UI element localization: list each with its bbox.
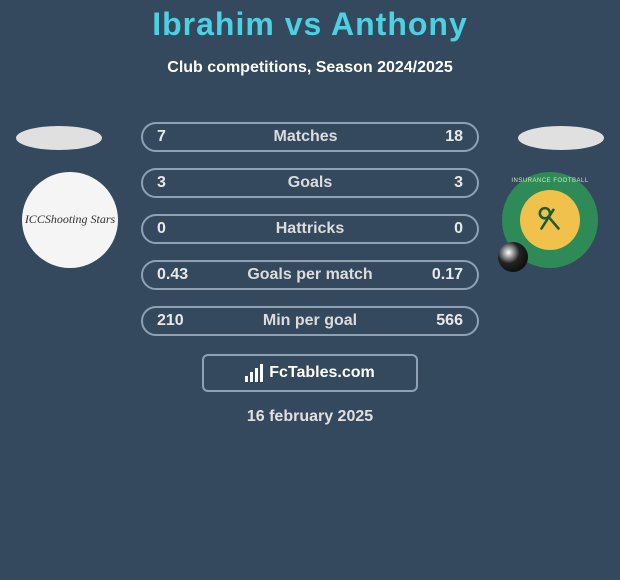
stat-left-value: 0 xyxy=(157,220,166,238)
subtitle: Club competitions, Season 2024/2025 xyxy=(0,59,620,77)
club-badge-right-outer: INSURANCE FOOTBALL xyxy=(502,172,598,268)
stat-label: Goals xyxy=(288,174,332,192)
club-badge-right: INSURANCE FOOTBALL xyxy=(502,172,598,268)
stat-right-value: 0.17 xyxy=(432,266,463,284)
stat-row-matches: 7 Matches 18 xyxy=(141,122,479,152)
player-photo-left-placeholder xyxy=(16,126,102,150)
stat-left-value: 7 xyxy=(157,128,166,146)
club-badge-left-text: ICCShooting Stars xyxy=(25,213,115,226)
club-badge-left-circle: ICCShooting Stars xyxy=(22,172,118,268)
brand-text: FcTables.com xyxy=(269,364,375,382)
stat-label: Min per goal xyxy=(263,312,357,330)
club-badge-tools-icon xyxy=(533,203,567,237)
stat-left-value: 0.43 xyxy=(157,266,188,284)
stat-right-value: 3 xyxy=(454,174,463,192)
club-badge-right-inner xyxy=(520,190,580,250)
stat-label: Matches xyxy=(274,128,338,146)
club-badge-left: ICCShooting Stars xyxy=(22,172,118,268)
page-title: Ibrahim vs Anthony xyxy=(0,0,620,43)
stat-label: Hattricks xyxy=(276,220,344,238)
stat-row-gpm: 0.43 Goals per match 0.17 xyxy=(141,260,479,290)
stat-label: Goals per match xyxy=(247,266,372,284)
club-badge-right-ring-text: INSURANCE FOOTBALL xyxy=(511,178,588,184)
stat-row-hattricks: 0 Hattricks 0 xyxy=(141,214,479,244)
stats-table: 7 Matches 18 3 Goals 3 0 Hattricks 0 0.4… xyxy=(141,122,479,352)
stat-right-value: 18 xyxy=(445,128,463,146)
brand-badge: FcTables.com xyxy=(202,354,418,392)
stat-right-value: 566 xyxy=(436,312,463,330)
stat-row-mpg: 210 Min per goal 566 xyxy=(141,306,479,336)
bar-chart-icon xyxy=(245,364,263,382)
stat-left-value: 3 xyxy=(157,174,166,192)
stat-left-value: 210 xyxy=(157,312,184,330)
soccer-ball-icon xyxy=(498,242,528,272)
player-photo-right-placeholder xyxy=(518,126,604,150)
stat-row-goals: 3 Goals 3 xyxy=(141,168,479,198)
stat-right-value: 0 xyxy=(454,220,463,238)
date-label: 16 february 2025 xyxy=(247,408,373,426)
